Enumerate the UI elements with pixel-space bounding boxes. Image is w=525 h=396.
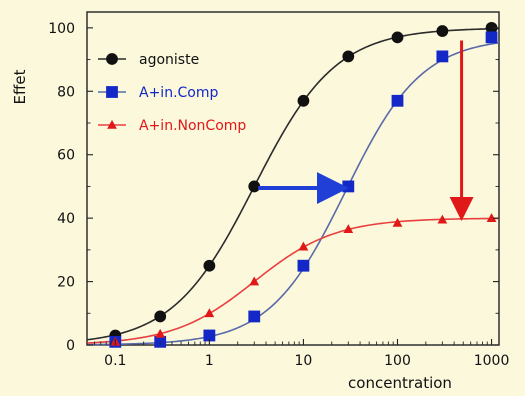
point-a-in-noncomp-7 bbox=[437, 214, 448, 224]
y-tick-label: 100 bbox=[48, 21, 75, 37]
y-tick-label: 40 bbox=[57, 211, 75, 227]
legend-label-2: A+in.NonComp bbox=[139, 118, 246, 134]
y-tick-label: 60 bbox=[57, 148, 75, 164]
x-tick-label: 0.1 bbox=[104, 353, 126, 369]
point-agoniste-7 bbox=[436, 25, 449, 37]
point-a-in-noncomp-5 bbox=[343, 224, 354, 234]
point-agoniste-4 bbox=[297, 94, 310, 107]
point-a-in-noncomp-3 bbox=[249, 276, 260, 286]
point-a-in-comp-8 bbox=[485, 31, 498, 44]
point-agoniste-5 bbox=[342, 50, 355, 63]
legend-marker-2 bbox=[107, 119, 117, 129]
x-tick-label: 10 bbox=[295, 353, 313, 369]
x-tick-label: 1000 bbox=[474, 353, 510, 369]
legend-label-0: agoniste bbox=[139, 52, 199, 68]
legend-marker-0 bbox=[106, 53, 118, 65]
y-tick-label: 20 bbox=[57, 275, 75, 291]
x-tick-label: 100 bbox=[384, 353, 411, 369]
point-a-in-noncomp-2 bbox=[204, 308, 215, 318]
point-agoniste-3 bbox=[248, 180, 261, 193]
point-agoniste-2 bbox=[203, 259, 216, 272]
y-tick-label: 0 bbox=[66, 338, 75, 354]
point-agoniste-1 bbox=[154, 310, 167, 323]
point-a-in-comp-7 bbox=[436, 50, 449, 63]
x-axis-label: concentration bbox=[348, 374, 452, 392]
y-axis-label: Effet bbox=[11, 69, 29, 104]
point-a-in-comp-3 bbox=[248, 310, 261, 323]
legend-label-1: A+in.Comp bbox=[139, 85, 218, 101]
point-a-in-comp-4 bbox=[297, 259, 310, 272]
point-a-in-comp-5 bbox=[342, 180, 355, 193]
point-agoniste-6 bbox=[391, 31, 404, 44]
point-a-in-noncomp-4 bbox=[298, 241, 309, 251]
point-a-in-noncomp-6 bbox=[392, 217, 403, 227]
point-a-in-noncomp-1 bbox=[155, 328, 166, 338]
point-a-in-comp-6 bbox=[391, 94, 404, 107]
y-tick-label: 80 bbox=[57, 84, 75, 100]
x-tick-label: 1 bbox=[205, 353, 214, 369]
curve-a-in-noncomp bbox=[86, 217, 500, 344]
legend-marker-1 bbox=[106, 86, 118, 98]
